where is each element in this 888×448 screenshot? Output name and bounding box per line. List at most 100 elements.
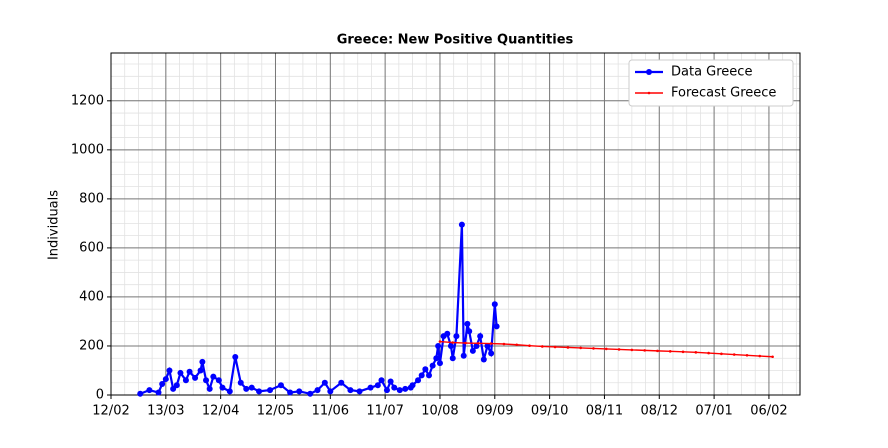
- x-tick-label: 10/08: [421, 404, 458, 419]
- data-point: [307, 390, 314, 397]
- data-point: [758, 354, 762, 358]
- data-point: [489, 342, 493, 345]
- data-point: [210, 373, 217, 380]
- data-point: [338, 379, 345, 386]
- data-point: [219, 384, 226, 391]
- data-point: [197, 367, 204, 374]
- data-point: [296, 388, 303, 395]
- x-tick-label: 06/02: [750, 404, 787, 419]
- data-point: [367, 384, 374, 391]
- data-point: [267, 387, 273, 394]
- y-axis-label: Individuals: [47, 190, 62, 260]
- data-point: [146, 387, 153, 394]
- data-point: [186, 368, 193, 375]
- data-point: [248, 384, 255, 391]
- data-point: [155, 389, 162, 396]
- data-point: [566, 346, 570, 349]
- data-point: [466, 328, 473, 335]
- data-point: [553, 345, 557, 349]
- legend: Data Greece Forecast Greece: [628, 59, 794, 107]
- legend-label: Data Greece: [671, 65, 752, 80]
- data-point: [464, 341, 467, 345]
- data-point: [630, 348, 634, 352]
- data-point: [449, 355, 456, 362]
- data-point: [745, 353, 749, 357]
- x-tick-label: 12/05: [257, 404, 294, 419]
- data-point: [429, 362, 436, 369]
- data-point: [391, 384, 398, 391]
- data-point: [418, 372, 425, 379]
- legend-box: [628, 59, 794, 107]
- data-point: [480, 356, 487, 363]
- x-tick-label: 11/07: [366, 404, 403, 419]
- x-tick-label: 12/04: [202, 404, 239, 419]
- data-point: [438, 340, 442, 343]
- data-point: [277, 382, 284, 389]
- data-point: [436, 360, 443, 367]
- data-point: [488, 350, 495, 357]
- data-point: [435, 342, 442, 349]
- data-point: [415, 377, 422, 384]
- data-point: [243, 385, 250, 392]
- data-point: [426, 372, 432, 379]
- data-point: [453, 333, 460, 340]
- data-point: [604, 347, 608, 351]
- data-point: [458, 221, 465, 228]
- data-point: [327, 388, 334, 395]
- x-tick-label: 09/10: [531, 404, 568, 419]
- y-tick-label: 400: [79, 289, 104, 304]
- data-point: [477, 333, 484, 340]
- x-tick-label: 08/12: [641, 404, 678, 419]
- data-point: [681, 350, 685, 354]
- data-point: [491, 301, 498, 308]
- x-tick-label: 07/01: [695, 404, 732, 419]
- data-point: [192, 374, 199, 381]
- data-point: [528, 344, 531, 348]
- legend-marker: [647, 91, 651, 95]
- y-tick-label: 600: [79, 240, 104, 255]
- data-point: [162, 376, 169, 383]
- data-point: [515, 343, 519, 347]
- y-tick-label: 1000: [71, 142, 104, 157]
- data-point: [579, 346, 582, 350]
- data-point: [374, 382, 381, 389]
- data-point: [464, 320, 471, 327]
- data-point: [477, 341, 480, 345]
- plot-frame: [110, 52, 801, 396]
- data-point: [617, 348, 621, 351]
- x-tick-label: 12/02: [92, 404, 129, 419]
- data-point: [215, 377, 222, 384]
- data-point: [707, 351, 710, 355]
- data-point: [177, 369, 184, 376]
- data-point: [502, 342, 506, 346]
- y-tick-label: 0: [96, 388, 104, 403]
- data-point: [182, 377, 189, 384]
- data-point: [451, 341, 455, 344]
- data-point: [287, 389, 294, 396]
- data-point: [314, 387, 321, 394]
- data-point: [469, 347, 476, 354]
- data-point: [347, 387, 354, 394]
- data-point: [592, 347, 595, 350]
- data-point: [493, 323, 500, 330]
- data-point: [203, 377, 210, 384]
- data-point: [422, 366, 429, 373]
- data-point: [173, 382, 180, 389]
- y-tick-label: 1200: [71, 93, 104, 108]
- chart-title: Greece: New Positive Quantities: [337, 33, 574, 48]
- data-point: [720, 352, 723, 356]
- data-point: [321, 379, 328, 386]
- data-point: [460, 352, 467, 359]
- data-point: [137, 390, 144, 397]
- data-point: [484, 342, 491, 349]
- x-tick-label: 11/06: [312, 404, 349, 419]
- data-point: [668, 350, 672, 353]
- legend-label: Forecast Greece: [671, 86, 776, 101]
- x-tick-label: 09/09: [476, 404, 513, 419]
- data-point: [383, 387, 390, 394]
- data-point: [170, 385, 177, 392]
- data-point: [402, 385, 409, 392]
- data-point: [396, 387, 403, 394]
- data-point: [771, 355, 774, 359]
- data-point: [387, 378, 394, 385]
